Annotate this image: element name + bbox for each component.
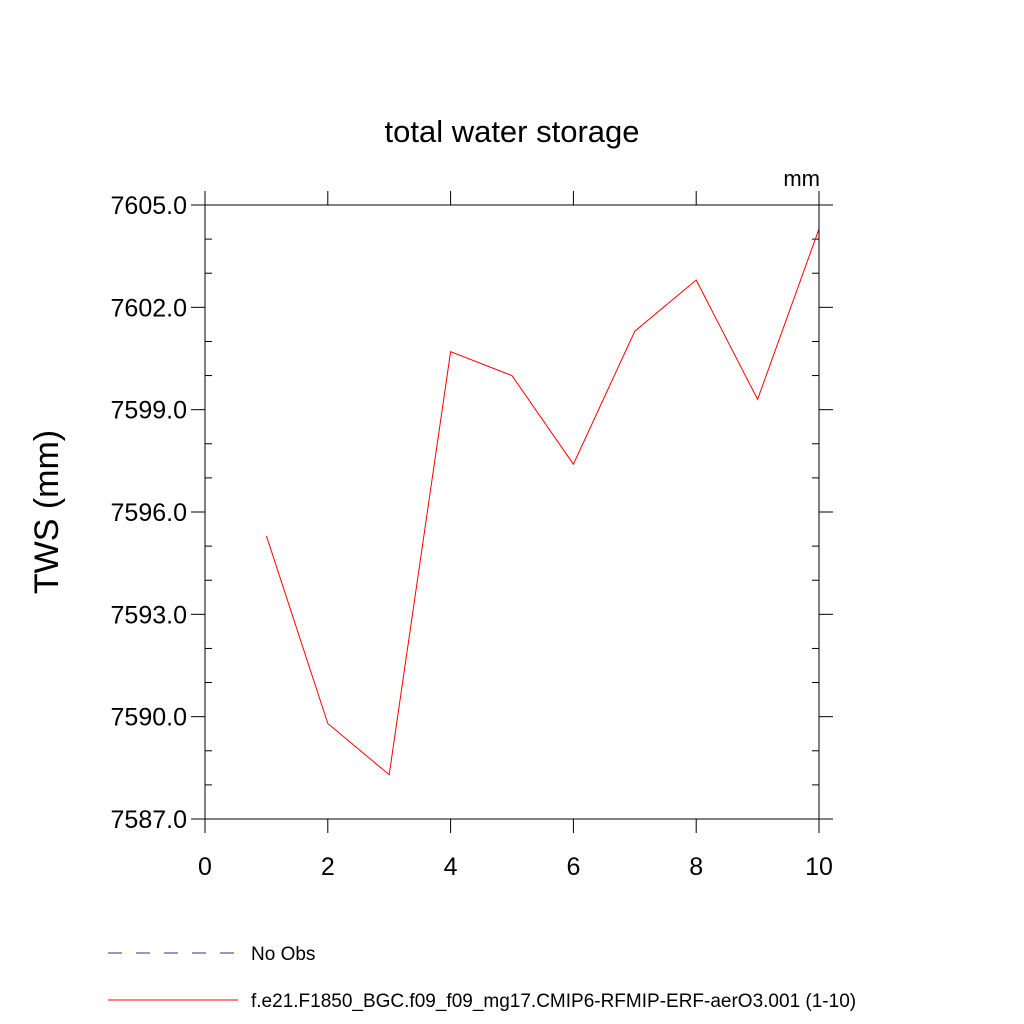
chart-title: total water storage	[384, 114, 639, 149]
y-tick-label: 7590.0	[111, 704, 187, 732]
legend: No Obs f.e21.F1850_BGC.f09_f09_mg17.CMIP…	[108, 944, 856, 1012]
axis-ticks	[191, 191, 833, 833]
x-tick-label: 6	[566, 853, 580, 881]
series-line-1	[265, 228, 820, 776]
plot-frame	[204, 204, 820, 820]
x-tick-label: 8	[689, 853, 703, 881]
y-tick-label: 7593.0	[111, 601, 187, 629]
legend-label-no-obs: No Obs	[251, 944, 315, 965]
y-tick-label: 7587.0	[111, 806, 187, 834]
y-tick-label: 7602.0	[111, 294, 187, 322]
y-tick-label: 7599.0	[111, 397, 187, 425]
series-lines	[265, 228, 820, 776]
x-tick-label: 10	[805, 853, 833, 881]
legend-label-model: f.e21.F1850_BGC.f09_f09_mg17.CMIP6-RFMIP…	[251, 991, 856, 1012]
tick-labels: 0 2 4 6 8 10 7587.0 7590.0 7593.0 7596.0 7599.0 760…	[111, 192, 833, 881]
y-tick-label: 7596.0	[111, 499, 187, 527]
units-label: mm	[783, 166, 820, 191]
x-tick-label: 4	[444, 853, 458, 881]
y-tick-label: 7605.0	[111, 192, 187, 220]
x-tick-label: 0	[198, 853, 212, 881]
y-axis-label: TWS (mm)	[28, 430, 66, 594]
x-tick-label: 2	[321, 853, 335, 881]
